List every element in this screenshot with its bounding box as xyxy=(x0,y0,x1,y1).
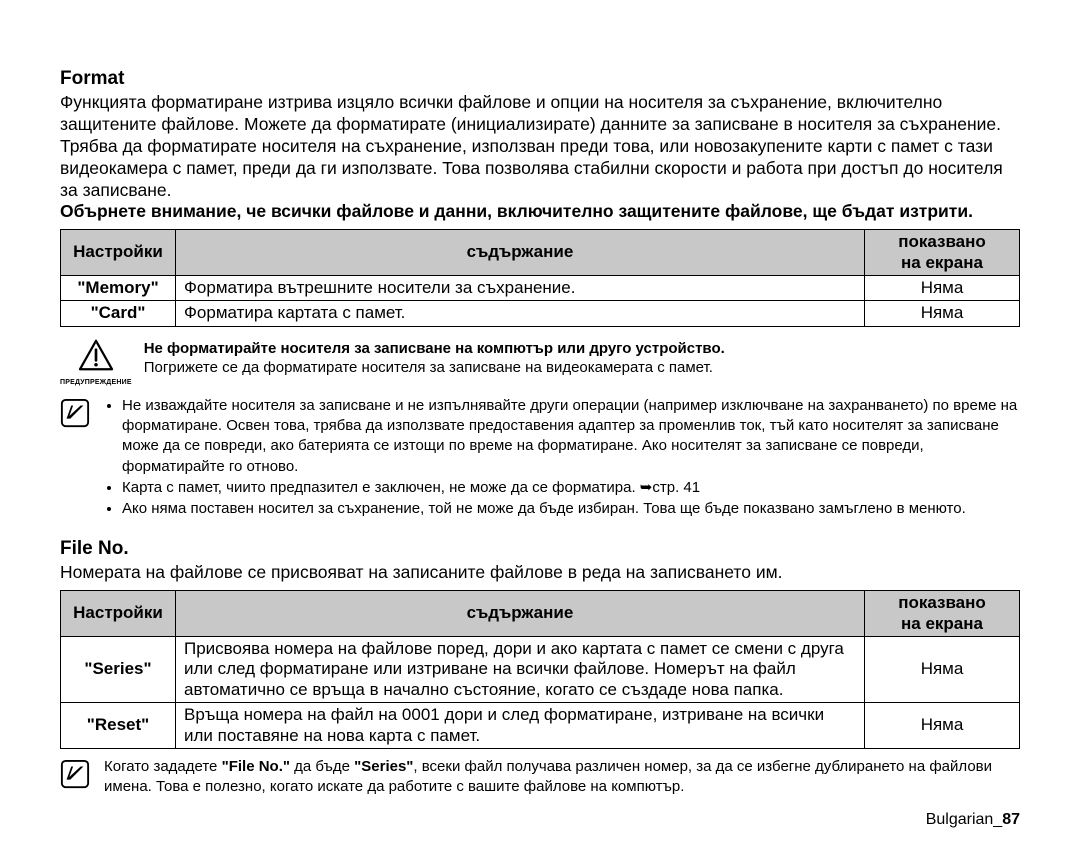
cell-setting: "Card" xyxy=(61,301,176,326)
cell-setting: "Series" xyxy=(61,636,176,702)
format-notes-block: Не изваждайте носителя за записване и не… xyxy=(60,396,1020,521)
format-warning-bold: Обърнете внимание, че всички файлове и д… xyxy=(60,201,1020,223)
page-footer: Bulgarian_87 xyxy=(60,811,1020,829)
format-title: Format xyxy=(60,68,1020,90)
fileno-note-text: Когато зададете "File No." да бъде "Seri… xyxy=(104,757,1020,798)
format-notes-text: Не изваждайте носителя за записване и не… xyxy=(104,396,1020,521)
list-item: Не изваждайте носителя за записване и не… xyxy=(122,396,1020,477)
footer-page-number: 87 xyxy=(1002,811,1020,828)
cell-content: Форматира вътрешните носители за съхране… xyxy=(176,276,865,301)
cell-content: Форматира картата с памет. xyxy=(176,301,865,326)
cell-content: Връща номера на файл на 0001 дори и след… xyxy=(176,703,865,749)
col-header-display: показвано на екрана xyxy=(865,591,1020,637)
list-item: Карта с памет, чиито предпазител е заклю… xyxy=(122,478,1020,498)
note-icon xyxy=(60,398,90,428)
table-row: "Series" Присвоява номера на файлове пор… xyxy=(61,636,1020,702)
warning-icon-label: ПРЕДУПРЕЖДЕНИЕ xyxy=(60,379,132,386)
footer-language: Bulgarian_ xyxy=(926,811,1003,828)
col-header-setting: Настройки xyxy=(61,591,176,637)
col-header-content: съдържание xyxy=(176,230,865,276)
table-row: "Memory" Форматира вътрешните носители з… xyxy=(61,276,1020,301)
cell-display: Няма xyxy=(865,301,1020,326)
warning-text: Не форматирайте носителя за записване на… xyxy=(144,339,725,378)
col-header-content: съдържание xyxy=(176,591,865,637)
fileno-note-block: Когато зададете "File No." да бъде "Seri… xyxy=(60,757,1020,798)
note-icon xyxy=(60,759,90,789)
cell-content: Присвоява номера на файлове поред, дори … xyxy=(176,636,865,702)
format-paragraph: Функцията форматиране изтрива изцяло вси… xyxy=(60,92,1020,201)
fileno-table: Настройки съдържание показвано на екрана… xyxy=(60,590,1020,749)
col-header-display: показвано на екрана xyxy=(865,230,1020,276)
cell-setting: "Reset" xyxy=(61,703,176,749)
table-row: "Reset" Връща номера на файл на 0001 дор… xyxy=(61,703,1020,749)
table-header-row: Настройки съдържание показвано на екрана xyxy=(61,230,1020,276)
warning-block: ПРЕДУПРЕЖДЕНИЕ Не форматирайте носителя … xyxy=(60,339,1020,386)
cell-display: Няма xyxy=(865,636,1020,702)
table-header-row: Настройки съдържание показвано на екрана xyxy=(61,591,1020,637)
fileno-title: File No. xyxy=(60,538,1020,560)
warning-icon-column: ПРЕДУПРЕЖДЕНИЕ xyxy=(60,339,132,386)
list-item: Ако няма поставен носител за съхранение,… xyxy=(122,499,1020,519)
file-no-section: File No. Номерата на файлове се присвояв… xyxy=(60,538,1020,797)
fileno-paragraph: Номерата на файлове се присвояват на зап… xyxy=(60,562,1020,584)
table-row: "Card" Форматира картата с памет. Няма xyxy=(61,301,1020,326)
cell-display: Няма xyxy=(865,703,1020,749)
col-header-setting: Настройки xyxy=(61,230,176,276)
cell-display: Няма xyxy=(865,276,1020,301)
format-table: Настройки съдържание показвано на екрана… xyxy=(60,229,1020,327)
warning-triangle-icon xyxy=(78,339,114,371)
cell-setting: "Memory" xyxy=(61,276,176,301)
format-section: Format Функцията форматиране изтрива изц… xyxy=(60,68,1020,520)
